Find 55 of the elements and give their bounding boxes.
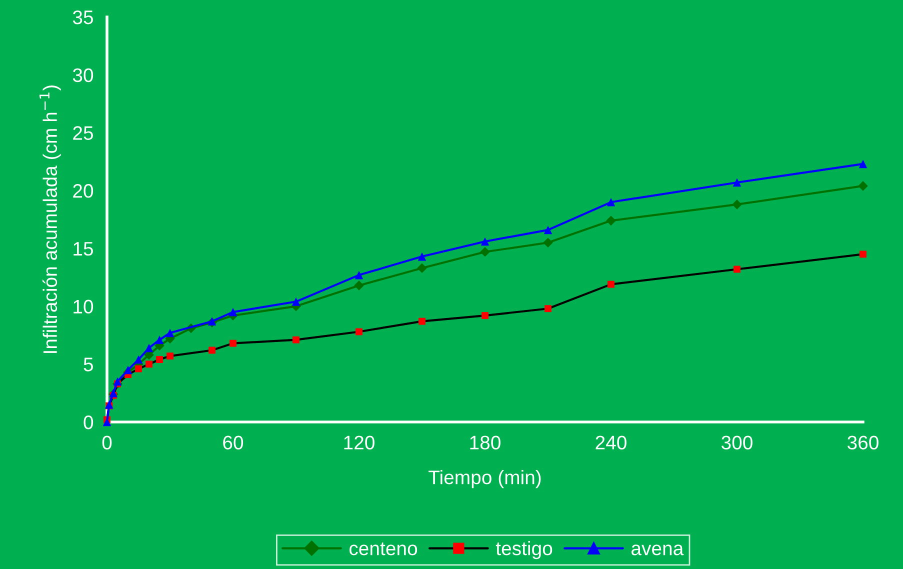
point <box>124 366 132 374</box>
y-tick-label: 35 <box>72 10 93 24</box>
point <box>146 360 152 368</box>
x-tick-label: 180 <box>470 436 500 450</box>
point <box>544 226 552 234</box>
x-tick-label: 240 <box>596 436 626 450</box>
point <box>860 250 866 258</box>
legend-label: testigo <box>496 541 552 560</box>
point <box>230 340 236 347</box>
x-tick-label: 120 <box>344 436 374 450</box>
point <box>166 352 174 360</box>
point <box>156 356 163 363</box>
point <box>606 216 616 226</box>
point <box>544 305 552 312</box>
point <box>155 336 164 344</box>
x-tick-label: 300 <box>722 436 752 450</box>
point <box>113 377 122 386</box>
point <box>228 308 238 316</box>
y-tick-label: 20 <box>73 184 94 198</box>
point <box>144 344 154 352</box>
point <box>292 297 300 306</box>
legend-label: avena <box>632 544 684 556</box>
point <box>354 270 364 280</box>
point <box>732 178 742 187</box>
point <box>166 328 174 338</box>
point <box>543 238 553 248</box>
point <box>135 365 142 372</box>
point <box>417 263 427 274</box>
y-tick-label: 25 <box>73 126 93 140</box>
point <box>734 266 740 273</box>
y-axis-title: Infiltración acumulada (cm h$^{−1}$) <box>39 86 61 353</box>
point <box>356 328 362 336</box>
point <box>418 252 426 261</box>
point <box>354 280 364 290</box>
point <box>858 181 868 191</box>
point <box>418 318 426 325</box>
x-tick-label: 360 <box>848 436 878 450</box>
point <box>208 346 216 354</box>
point <box>606 198 616 206</box>
point <box>608 280 614 288</box>
point <box>480 246 490 257</box>
point <box>858 160 868 168</box>
y-tick-label: 30 <box>72 68 94 82</box>
y-tick-label: 10 <box>74 300 94 314</box>
point <box>482 312 488 320</box>
x-tick-label: 0 <box>102 436 112 450</box>
y-tick-label: 0 <box>84 415 94 430</box>
x-tick-label: 60 <box>223 436 244 450</box>
point <box>480 237 490 246</box>
y-tick-label: 5 <box>84 358 93 372</box>
x-axis-title: Tiempo (min) <box>428 470 541 488</box>
legend-label: centeno <box>349 542 418 556</box>
point <box>732 200 742 210</box>
y-tick-label: 15 <box>74 242 93 256</box>
point <box>292 336 300 344</box>
